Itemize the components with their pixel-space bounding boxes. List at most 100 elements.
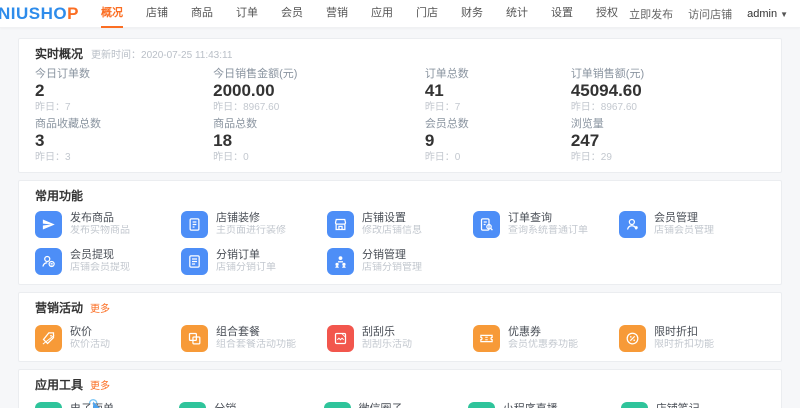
nav-right: 立即发布 访问店铺 admin ▼: [629, 6, 788, 22]
app-tools-grid: 电子面单 物流电子面单打印 分销 分销活动 微信圈子: [35, 401, 765, 408]
function-item-title: 发布商品: [70, 212, 114, 224]
nav-item-label: 概况: [100, 6, 123, 19]
function-item[interactable]: 店铺装修 主页面进行装修: [181, 210, 327, 238]
function-item[interactable]: 会员提现 店铺会员提现: [35, 247, 181, 275]
marketing-item-title: 限时折扣: [654, 326, 698, 338]
stat-value: 2: [35, 81, 45, 100]
realtime-overview-card: 实时概况 更新时间：2020-07-25 11:43:11 今日订单数 2 昨日…: [18, 38, 782, 173]
stats-grid: 今日订单数 2 昨日：7 今日销售金额(元) 2000.00 昨日：8967.6…: [35, 68, 765, 163]
withdraw-icon: [35, 247, 62, 275]
tool-item[interactable]: 微信圈子 朋友间的好物分享: [323, 401, 468, 408]
app-tools-more-link[interactable]: 更多: [90, 381, 111, 392]
tool-item[interactable]: 小程序直播 在小程序中实现直播互动与商品销售闭环: [467, 401, 621, 408]
nav-item[interactable]: 营销: [326, 0, 348, 28]
marketing-item[interactable]: 刮刮乐 刮刮乐活动: [327, 324, 473, 352]
notes-icon: [620, 401, 648, 408]
nav-item[interactable]: 应用: [371, 0, 393, 28]
stat-card: 今日订单数 2 昨日：7: [35, 68, 213, 113]
send-icon: [35, 210, 62, 238]
nav-item[interactable]: 门店: [416, 0, 438, 28]
order-search-icon: [473, 210, 500, 238]
user-menu[interactable]: admin ▼: [747, 8, 788, 20]
function-item[interactable]: 分销订单 店铺分销订单: [181, 247, 327, 275]
combo-icon: [181, 324, 208, 352]
common-functions-title: 常用功能: [35, 189, 84, 203]
function-item-desc: 店铺会员管理: [654, 225, 714, 236]
coupon-icon: [473, 324, 500, 352]
stat-yesterday: 昨日：29: [570, 152, 612, 163]
store-icon: [327, 210, 354, 238]
nav-item[interactable]: 店铺: [146, 0, 168, 28]
cursor-artifact: [84, 396, 106, 408]
stat-card: 订单总数 41 昨日：7: [425, 68, 571, 113]
function-item[interactable]: 分销管理 店铺分销管理: [327, 247, 473, 275]
function-item-title: 分销订单: [216, 249, 260, 261]
marketing-item[interactable]: 限时折扣 限时折扣功能: [619, 324, 765, 352]
nav-item-label: 订单: [235, 6, 258, 19]
stat-yesterday: 昨日：7: [35, 102, 71, 113]
dashboard: 实时概况 更新时间：2020-07-25 11:43:11 今日订单数 2 昨日…: [0, 28, 800, 408]
dist-manage-icon: [327, 247, 354, 275]
tool-item-title: 电子面单: [70, 402, 150, 408]
marketing-item[interactable]: 优惠券 会员优惠券功能: [473, 324, 619, 352]
logo[interactable]: NIUSHOP: [0, 4, 79, 24]
tool-item[interactable]: 电子面单 物流电子面单打印: [35, 401, 179, 408]
nav-item[interactable]: 财务: [461, 0, 483, 28]
stat-label: 会员总数: [424, 118, 469, 130]
stat-label: 订单总数: [424, 68, 469, 80]
logo-text-blue: NIUSHO: [0, 3, 68, 23]
function-item-desc: 查询系统普通订单: [508, 225, 588, 236]
marketing-item-desc: 刮刮乐活动: [362, 339, 412, 350]
nav-item-label: 设置: [550, 6, 573, 19]
member-icon: [619, 210, 646, 238]
live-icon: [467, 401, 495, 408]
tool-item[interactable]: 店铺笔记 店铺笔记: [620, 401, 765, 408]
stat-value: 45094.60: [570, 81, 642, 100]
nav-item[interactable]: 统计: [506, 0, 528, 28]
logo-text-orange: P: [67, 3, 79, 23]
top-nav: NIUSHOP 概况 店铺 商品 订单 会员 营销 应用 门店 财务 统计 设置…: [0, 0, 800, 28]
function-item-desc: 主页面进行装修: [216, 225, 286, 236]
stat-card: 订单销售额(元) 45094.60 昨日：8967.60: [571, 68, 765, 113]
visit-store-link[interactable]: 访问店铺: [688, 8, 733, 21]
stat-card: 商品收藏总数 3 昨日：3: [35, 118, 213, 163]
stat-value: 9: [424, 131, 435, 150]
stat-value: 2000.00: [213, 81, 275, 100]
stat-label: 商品收藏总数: [35, 118, 101, 130]
nav-item[interactable]: 概况: [100, 0, 123, 28]
function-item[interactable]: 会员管理 店铺会员管理: [619, 210, 765, 238]
nav-item[interactable]: 商品: [191, 0, 213, 28]
marketing-item-desc: 砍价活动: [70, 339, 110, 350]
function-item-title: 订单查询: [508, 212, 552, 224]
marketing-item[interactable]: 组合套餐 组合套餐活动功能: [181, 324, 327, 352]
nav-item[interactable]: 授权: [596, 0, 618, 28]
nav-menu: 概况 店铺 商品 订单 会员 营销 应用 门店 财务 统计 设置 授权: [100, 0, 618, 28]
publish-now-link[interactable]: 立即发布: [629, 8, 674, 21]
tool-item-title: 微信圈子: [359, 402, 439, 408]
nav-item[interactable]: 会员: [281, 0, 303, 28]
marketing-more-link[interactable]: 更多: [90, 304, 111, 315]
nav-item-label: 统计: [505, 6, 528, 19]
tool-item[interactable]: 分销 分销活动: [179, 401, 323, 408]
stat-label: 商品总数: [213, 118, 258, 130]
stat-value: 247: [570, 131, 600, 150]
function-item-title: 会员管理: [654, 212, 698, 224]
nav-item[interactable]: 设置: [551, 0, 573, 28]
function-item[interactable]: 店铺设置 修改店铺信息: [327, 210, 473, 238]
marketing-item-title: 砍价: [70, 326, 92, 338]
waybill-icon: [35, 401, 62, 408]
stat-yesterday: 昨日：0: [213, 152, 249, 163]
marketing-item[interactable]: 砍价 砍价活动: [35, 324, 181, 352]
bargain-icon: [35, 324, 62, 352]
sitemap-icon: [179, 401, 207, 408]
function-item-title: 分销管理: [362, 249, 406, 261]
function-item[interactable]: 订单查询 查询系统普通订单: [473, 210, 619, 238]
stat-label: 今日销售金额(元): [213, 68, 298, 80]
dist-order-icon: [181, 247, 208, 275]
function-item[interactable]: 发布商品 发布实物商品: [35, 210, 181, 238]
decorate-icon: [181, 210, 208, 238]
overview-title: 实时概况: [35, 47, 84, 61]
function-item-desc: 店铺分销订单: [216, 262, 276, 273]
nav-item[interactable]: 订单: [236, 0, 258, 28]
function-item-title: 店铺设置: [362, 212, 406, 224]
